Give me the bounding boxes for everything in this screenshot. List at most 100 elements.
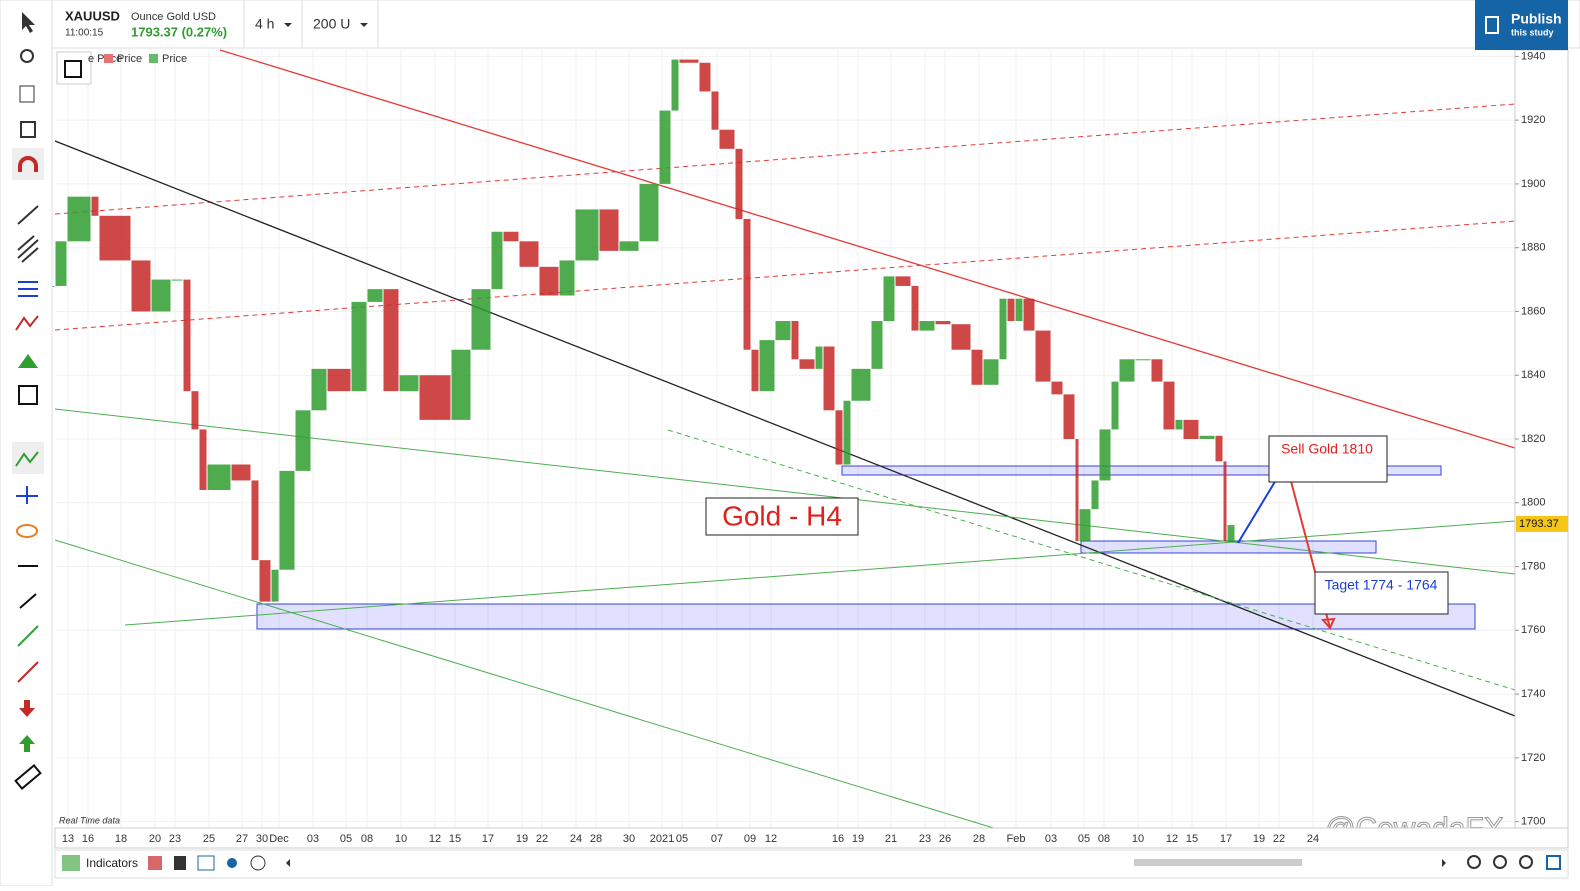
candle <box>231 464 251 481</box>
tool-icon[interactable] <box>148 856 162 870</box>
candle <box>1163 381 1175 430</box>
help-icon[interactable] <box>250 855 266 871</box>
x-tick-label: 19 <box>516 833 528 845</box>
annotation-box <box>1314 571 1449 615</box>
publish-button[interactable] <box>1475 0 1568 50</box>
annotation-box <box>1268 435 1388 483</box>
publish-label[interactable]: Publish <box>1511 11 1562 27</box>
dropdown[interactable] <box>360 23 368 27</box>
candle <box>659 110 671 184</box>
candle <box>711 91 719 130</box>
candle <box>1035 330 1051 382</box>
candle <box>1023 298 1035 331</box>
publish-sub[interactable]: this study <box>1511 27 1554 37</box>
x-tick-label: 13 <box>62 833 74 845</box>
x-tick-label: 25 <box>203 833 215 845</box>
ruler-tool[interactable] <box>14 764 42 790</box>
y-tick-label: 1920 <box>1521 114 1545 126</box>
candle <box>271 569 279 602</box>
legend-swatch <box>104 54 113 63</box>
legend-swatch <box>149 54 158 63</box>
scroll-right[interactable] <box>1442 859 1446 867</box>
fullscreen[interactable] <box>1546 855 1561 870</box>
scrollbar[interactable] <box>1134 859 1302 866</box>
bars[interactable]: 200 U <box>313 16 350 32</box>
share-icon[interactable] <box>227 858 237 868</box>
x-tick-label: 27 <box>236 833 248 845</box>
indicators-button[interactable]: Indicators <box>86 856 138 870</box>
x-tick-label: 05 <box>1078 833 1090 845</box>
axes: 1700172017401760178018001820184018601880… <box>62 50 1568 845</box>
y-tick-label: 1900 <box>1521 178 1545 190</box>
x-tick-label: 28 <box>973 833 985 845</box>
red-line-tool[interactable] <box>17 661 39 683</box>
candle <box>951 324 971 350</box>
channel-tool[interactable] <box>17 235 39 263</box>
candle <box>183 279 191 392</box>
line-tool[interactable] <box>17 205 39 225</box>
candle <box>751 349 759 392</box>
candle <box>519 241 539 267</box>
interval[interactable]: 4 h <box>255 16 274 32</box>
description: Ounce Gold USD <box>131 11 216 23</box>
candle <box>191 391 199 430</box>
magnet-tool[interactable] <box>18 156 38 172</box>
zoom-out[interactable] <box>1467 855 1481 869</box>
x-tick-label: 24 <box>1307 833 1319 845</box>
cursor-tool[interactable] <box>22 12 35 33</box>
candle <box>1215 435 1223 462</box>
x-tick-label: 19 <box>1253 833 1265 845</box>
fib-tool[interactable] <box>18 281 38 297</box>
copy-tool[interactable] <box>19 85 35 103</box>
x-tick-label: 28 <box>590 833 602 845</box>
ellipse-tool[interactable] <box>16 524 38 538</box>
x-tick-label: 24 <box>570 833 582 845</box>
x-tick-label: 10 <box>395 833 407 845</box>
candle <box>1075 439 1079 542</box>
zoom-reset[interactable] <box>1493 855 1507 869</box>
candles <box>51 59 1235 602</box>
zoom-tool[interactable] <box>20 49 34 63</box>
scroll-left[interactable] <box>286 859 290 867</box>
candle <box>327 368 351 392</box>
candle <box>1183 419 1199 439</box>
y-tick-label: 1840 <box>1521 369 1545 381</box>
candle <box>815 346 823 369</box>
x-tick-label: 16 <box>832 833 844 845</box>
x-tick-label: 07 <box>711 833 723 845</box>
buy-arrow-tool[interactable] <box>19 735 35 752</box>
left-toolbar <box>0 0 53 887</box>
candle <box>719 129 735 149</box>
wave-tool[interactable] <box>15 451 39 467</box>
template-icon[interactable] <box>197 855 215 871</box>
delete-tool[interactable] <box>20 121 36 138</box>
candle <box>919 321 935 331</box>
candle <box>983 359 999 385</box>
indicators-icon[interactable] <box>62 855 80 871</box>
symbol: XAUUSD <box>65 8 120 23</box>
dropdown[interactable] <box>284 23 292 27</box>
green-line-tool[interactable] <box>17 625 39 647</box>
quote: 1793.37 (0.27%) <box>131 24 227 39</box>
candle <box>51 285 55 287</box>
ray-tool[interactable] <box>19 593 37 609</box>
candle <box>99 215 131 261</box>
text-button[interactable] <box>56 51 92 85</box>
text-tool[interactable] <box>18 385 38 405</box>
candle <box>559 260 575 296</box>
candle <box>1015 298 1023 322</box>
zoom-in[interactable] <box>1519 855 1533 869</box>
y-tick-label: 1820 <box>1521 433 1545 445</box>
pattern-tool[interactable] <box>15 315 39 331</box>
x-tick-label: 03 <box>1045 833 1057 845</box>
cross-tool[interactable] <box>16 486 38 504</box>
shape-tool[interactable] <box>18 354 38 368</box>
candle <box>799 359 815 369</box>
channel-line <box>54 220 1516 331</box>
candle <box>871 321 883 369</box>
save-icon[interactable] <box>174 856 186 870</box>
candle <box>699 62 711 92</box>
candle <box>1227 525 1235 542</box>
sell-arrow-tool[interactable] <box>19 700 35 717</box>
